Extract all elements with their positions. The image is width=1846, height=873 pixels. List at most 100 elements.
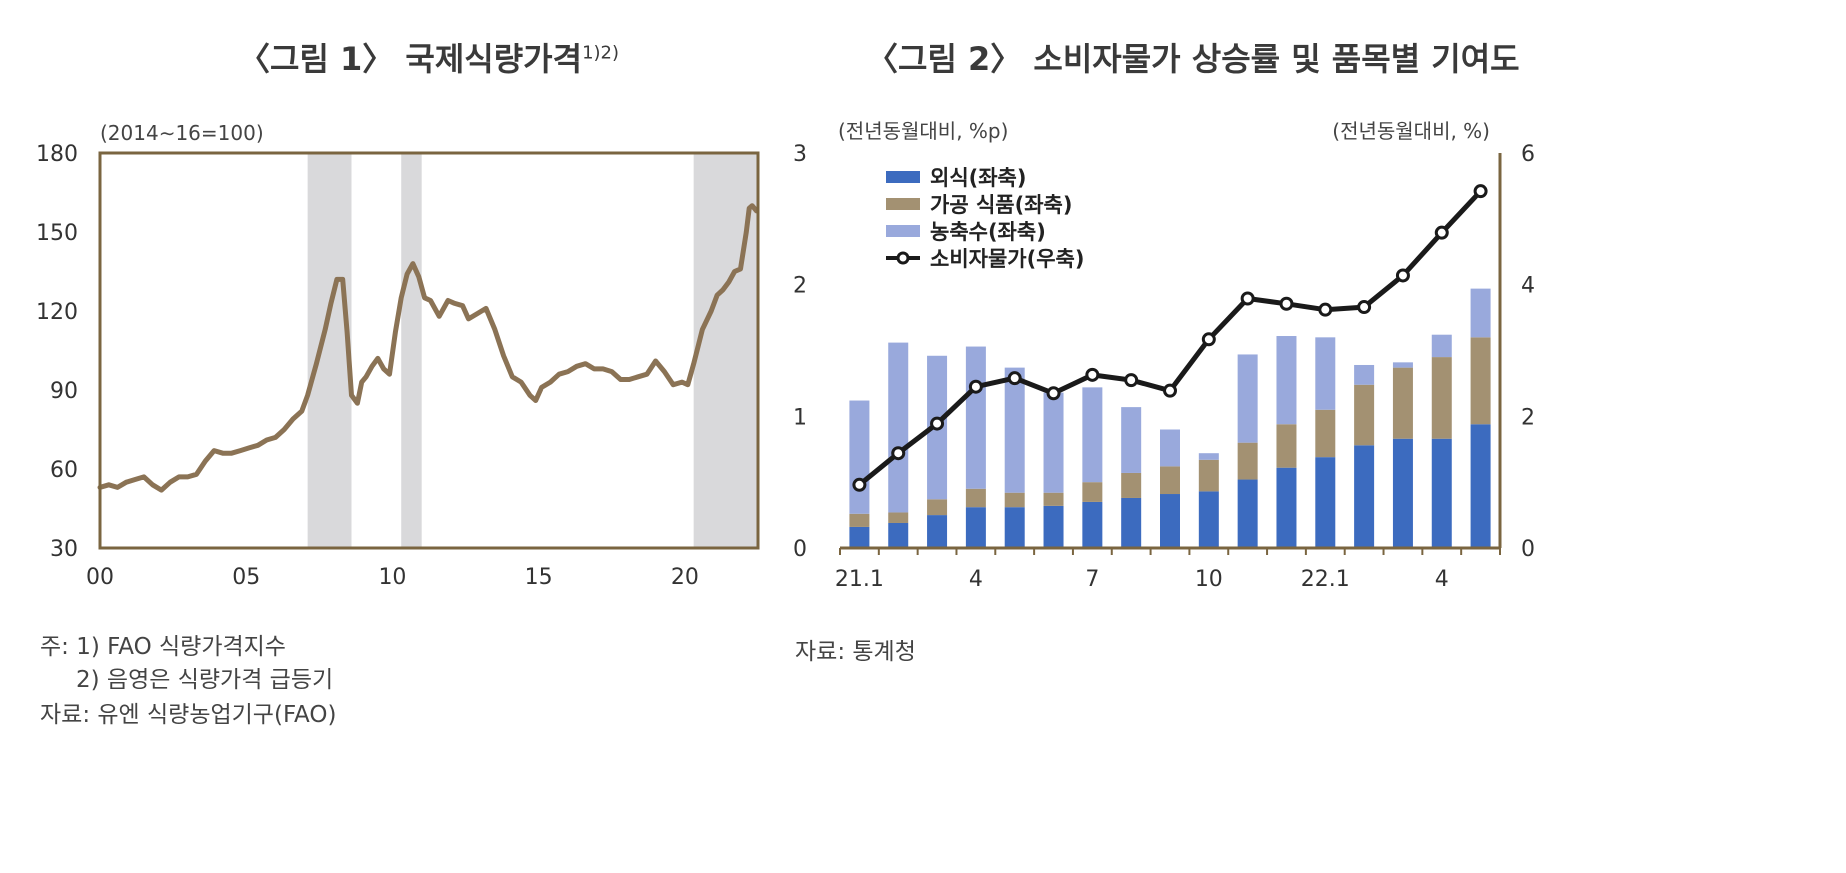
x-tick-label: 15 [525,565,553,590]
bar-processed-food [1276,424,1297,468]
x-tick-label: 21.1 [835,567,884,592]
bar-processed-food [1470,337,1491,425]
right-y-tick-label: 2 [1521,405,1535,430]
bar-agri-livestock-fish [1121,407,1142,473]
bar-dining [1160,494,1180,548]
y-axis-unit: (2014∼16=100) [100,121,264,145]
bar-dining [1431,438,1452,548]
x-tick-label: 4 [969,567,983,592]
food-price-line [97,203,759,493]
chart1-note-2: 2) 음영은 식량가격 급등기 [76,667,334,693]
bar-agri-livestock-fish [965,346,986,489]
cpi-point [1085,367,1100,382]
bar-agri-livestock-fish [888,342,909,513]
bar-processed-food [1431,357,1452,439]
cpi-point [1279,296,1294,311]
left-y-tick-label: 3 [793,142,807,167]
legend-label: 외식(좌축) [930,166,1026,190]
bar-agri-livestock-fish [1160,429,1180,467]
left-y-tick-label: 1 [793,405,807,430]
x-tick-label: 20 [671,565,699,590]
right-y-tick-label: 0 [1521,537,1535,562]
bar-processed-food [1004,492,1025,508]
y-tick-label: 30 [50,537,78,562]
cpi-point [1434,225,1449,240]
left-y-tick-label: 0 [793,537,807,562]
bar-processed-food [1082,482,1103,502]
bar-dining [1043,505,1064,548]
bar-dining [1121,497,1142,548]
bar-agri-livestock-fish [849,400,870,514]
bar-dining [1354,445,1375,548]
x-tick-label: 00 [86,565,114,590]
bar-processed-food [1392,367,1413,439]
left-y-tick-label: 2 [793,274,807,299]
bar-dining [1237,479,1258,548]
bar-dining [1198,491,1219,548]
cpi-point [1046,386,1061,401]
bar-processed-food [1198,459,1219,492]
bar-processed-food [1315,409,1336,458]
bar-processed-food [1043,492,1064,506]
x-tick-label: 05 [232,565,260,590]
cpi-point [930,416,945,431]
bar-dining [1470,424,1491,548]
bar-processed-food [1121,472,1142,498]
bar-dining [849,526,870,548]
bar-agri-livestock-fish [1354,364,1375,385]
bar-dining [1082,501,1103,548]
cpi-point [1163,383,1177,398]
bar-agri-livestock-fish [1276,336,1297,425]
cpi-point [1124,373,1139,388]
bar-agri-livestock-fish [1237,354,1258,443]
chart1-food-price-index: 30 60 90 120 150 180 00 05 10 15 20 (2014∼16=100) [36,121,760,590]
bar-agri-livestock-fish [1043,392,1064,493]
bar-processed-food [888,512,909,523]
bar-processed-food [1237,442,1258,480]
y-tick-label: 150 [36,221,78,246]
bar-processed-food [1354,384,1375,446]
bar-agri-livestock-fish [1082,387,1103,483]
right-y-tick-label: 4 [1521,274,1535,299]
chart2-cpi-contribution: 0 1 2 3 0 2 4 6 21.1 4 7 10 22.1 4 (전년동월대비, %p) (전년동월대비… [793,119,1535,592]
shaded-period-0 [307,153,352,548]
right-y-tick-label: 6 [1521,142,1535,167]
chart1-source: 자료: 유엔 식량농업기구(FAO) [40,702,337,728]
cpi-point [1007,371,1022,386]
chart1-title: 〈그림 1〉 국제식량가격1)2) [238,40,620,78]
chart2-source: 자료: 통계청 [795,639,916,665]
legend-swatch [886,198,920,210]
shaded-period-1 [401,153,422,548]
bar-agri-livestock-fish [1470,288,1491,338]
y-tick-label: 180 [36,142,78,167]
legend-label: 농축수(좌축) [930,220,1046,244]
cpi-point [968,379,983,394]
cpi-point [1240,291,1255,306]
bar-dining [1004,507,1025,548]
chart1-note-1: 주: 1) FAO 식량가격지수 [40,634,286,660]
x-tick-label: 10 [378,565,406,590]
legend-swatch [886,171,920,183]
bar-dining [1392,438,1413,548]
bar-agri-livestock-fish [1315,337,1336,410]
x-tick-label: 7 [1085,567,1099,592]
chart2-title: 〈그림 2〉 소비자물가 상승률 및 품목별 기여도 [866,40,1520,78]
bar-dining [888,522,909,548]
cpi-point [1395,268,1410,283]
cpi-point [852,477,867,492]
x-tick-label: 4 [1435,567,1449,592]
bar-dining [927,515,948,548]
bar-processed-food [1160,466,1180,495]
bar-processed-food [965,488,986,508]
cpi-point [891,446,906,461]
legend-marker [896,251,910,265]
bar-agri-livestock-fish [1004,367,1025,493]
legend-label: 가공 식품(좌축) [930,193,1072,217]
chart1-frame [98,151,760,550]
left-axis-unit: (전년동월대비, %p) [838,119,1008,143]
legend-label: 소비자물가(우축) [930,247,1084,271]
y-tick-label: 120 [36,300,78,325]
bar-agri-livestock-fish [1392,362,1413,368]
cpi-point [1318,302,1333,317]
bar-processed-food [927,499,948,516]
